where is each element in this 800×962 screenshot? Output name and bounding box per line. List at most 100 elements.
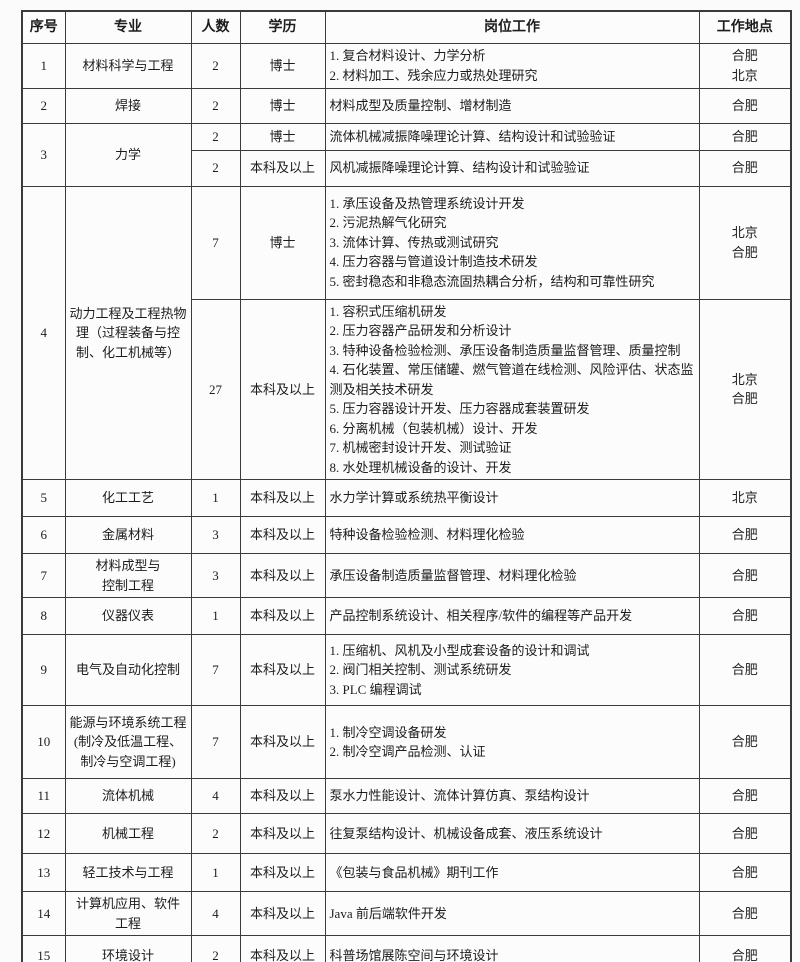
cell-no: 6 — [21, 516, 66, 554]
cell-location: 合肥 — [698, 516, 792, 554]
cell-degree: 本科及以上 — [239, 853, 326, 892]
cell-jobs: 特种设备检验检测、材料理化检验 — [324, 516, 700, 554]
cell-location: 北京 合肥 — [698, 185, 792, 300]
cell-count: 7 — [190, 185, 241, 300]
cell-degree: 本科及以上 — [239, 149, 326, 187]
cell-location: 合肥 — [698, 778, 792, 814]
header-count: 人数 — [190, 10, 241, 44]
table-row-3b: 2 本科及以上 风机减振降噪理论计算、结构设计和试验验证 合肥 — [22, 149, 792, 187]
cell-jobs: 1. 制冷空调设备研发 2. 制冷空调产品检测、认证 — [324, 705, 700, 779]
table-row-4a: 4 动力工程及工程热物理（过程装备与控制、化工机械等） 7 博士 1. 承压设备… — [21, 185, 792, 480]
cell-jobs: 产品控制系统设计、相关程序/软件的编程等产品开发 — [324, 597, 700, 635]
cell-major: 电气及自动化控制 — [64, 634, 192, 706]
cell-major: 机械工程 — [64, 813, 192, 854]
cell-location: 合肥 — [698, 813, 792, 854]
header-major: 专业 — [64, 10, 192, 44]
cell-jobs: 《包装与食品机械》期刊工作 — [324, 853, 700, 892]
cell-major: 动力工程及工程热物理（过程装备与控制、化工机械等） — [64, 185, 192, 480]
header-degree: 学历 — [239, 10, 326, 44]
cell-degree: 本科及以上 — [239, 516, 326, 554]
cell-jobs: 泵水力性能设计、流体计算仿真、泵结构设计 — [324, 778, 700, 814]
cell-no: 8 — [21, 597, 66, 635]
cell-jobs: 风机减振降噪理论计算、结构设计和试验验证 — [324, 149, 700, 187]
cell-jobs: 1. 复合材料设计、力学分析 2. 材料加工、残余应力或热处理研究 — [324, 42, 700, 89]
cell-count: 2 — [190, 42, 241, 89]
cell-count: 27 — [190, 298, 241, 480]
cell-no: 15 — [21, 935, 66, 962]
cell-degree: 本科及以上 — [239, 597, 326, 635]
cell-location: 北京 合肥 — [698, 298, 792, 480]
cell-major: 能源与环境系统工程(制冷及低温工程、制冷与空调工程) — [64, 705, 192, 779]
cell-degree: 本科及以上 — [239, 935, 326, 962]
cell-no: 12 — [21, 813, 66, 854]
cell-count: 2 — [190, 935, 241, 962]
cell-degree: 本科及以上 — [239, 553, 326, 598]
cell-no: 11 — [21, 778, 66, 814]
cell-no: 2 — [21, 87, 66, 124]
table-row-3a: 3 力学 2 博士 流体机械减振降噪理论计算、结构设计和试验验证 合肥 — [21, 122, 792, 187]
cell-location: 合肥 — [698, 122, 792, 151]
table-row-13: 13 轻工技术与工程 1 本科及以上 《包装与食品机械》期刊工作 合肥 — [21, 853, 792, 892]
cell-degree: 博士 — [239, 42, 326, 89]
cell-location: 合肥 北京 — [698, 42, 792, 89]
cell-count: 2 — [190, 122, 241, 151]
cell-major: 力学 — [64, 122, 192, 187]
table-row-7: 7 材料成型与 控制工程 3 本科及以上 承压设备制造质量监督管理、材料理化检验… — [21, 553, 792, 598]
cell-location: 合肥 — [698, 87, 792, 124]
recruitment-positions-table: 序号 专业 人数 学历 岗位工作 工作地点 1 材料科学与工程 2 博士 1. … — [21, 10, 792, 962]
cell-major: 环境设计 — [64, 935, 192, 962]
table-row-6: 6 金属材料 3 本科及以上 特种设备检验检测、材料理化检验 合肥 — [21, 516, 792, 554]
cell-jobs: 1. 容积式压缩机研发 2. 压力容器产品研发和分析设计 3. 特种设备检验检测… — [324, 298, 700, 480]
cell-location: 合肥 — [698, 935, 792, 962]
header-jobs: 岗位工作 — [324, 10, 700, 44]
cell-degree: 本科及以上 — [239, 479, 326, 517]
cell-count: 3 — [190, 553, 241, 598]
cell-jobs: 1. 压缩机、风机及小型成套设备的设计和调试 2. 阀门相关控制、测试系统研发 … — [324, 634, 700, 706]
cell-location: 合肥 — [698, 597, 792, 635]
cell-location: 北京 — [698, 479, 792, 517]
cell-no: 13 — [21, 853, 66, 892]
cell-jobs: 水力学计算或系统热平衡设计 — [324, 479, 700, 517]
cell-location: 合肥 — [698, 634, 792, 706]
cell-count: 2 — [190, 813, 241, 854]
cell-degree: 博士 — [239, 185, 326, 300]
cell-degree: 博士 — [239, 87, 326, 124]
cell-count: 7 — [190, 634, 241, 706]
cell-location: 合肥 — [698, 891, 792, 936]
cell-count: 1 — [190, 853, 241, 892]
table-row-8: 8 仪器仪表 1 本科及以上 产品控制系统设计、相关程序/软件的编程等产品开发 … — [21, 597, 792, 635]
cell-degree: 本科及以上 — [239, 634, 326, 706]
cell-location: 合肥 — [698, 149, 792, 187]
cell-location: 合肥 — [698, 853, 792, 892]
cell-jobs: 1. 承压设备及热管理系统设计开发 2. 污泥热解气化研究 3. 流体计算、传热… — [324, 185, 700, 300]
cell-no: 1 — [21, 42, 66, 89]
cell-count: 2 — [190, 87, 241, 124]
cell-location: 合肥 — [698, 553, 792, 598]
header-location: 工作地点 — [698, 10, 792, 44]
cell-count: 7 — [190, 705, 241, 779]
cell-major: 计算机应用、软件 工程 — [64, 891, 192, 936]
cell-degree: 本科及以上 — [239, 298, 326, 480]
header-no: 序号 — [21, 10, 66, 44]
cell-no: 9 — [21, 634, 66, 706]
cell-no: 10 — [21, 705, 66, 779]
cell-count: 4 — [190, 778, 241, 814]
cell-major: 轻工技术与工程 — [64, 853, 192, 892]
cell-degree: 本科及以上 — [239, 891, 326, 936]
cell-major: 焊接 — [64, 87, 192, 124]
cell-count: 2 — [190, 149, 241, 187]
cell-jobs: 往复泵结构设计、机械设备成套、液压系统设计 — [324, 813, 700, 854]
cell-count: 4 — [190, 891, 241, 936]
table-row-5: 5 化工工艺 1 本科及以上 水力学计算或系统热平衡设计 北京 — [21, 479, 792, 517]
cell-no: 4 — [21, 185, 66, 480]
cell-count: 1 — [190, 479, 241, 517]
table-row-4b: 27 本科及以上 1. 容积式压缩机研发 2. 压力容器产品研发和分析设计 3.… — [22, 298, 792, 480]
table-row-15: 15 环境设计 2 本科及以上 科普场馆展陈空间与环境设计 合肥 — [21, 935, 792, 962]
table-row-14: 14 计算机应用、软件 工程 4 本科及以上 Java 前后端软件开发 合肥 — [21, 891, 792, 936]
cell-no: 3 — [21, 122, 66, 187]
header-row: 序号 专业 人数 学历 岗位工作 工作地点 — [21, 10, 792, 44]
table-row-12: 12 机械工程 2 本科及以上 往复泵结构设计、机械设备成套、液压系统设计 合肥 — [21, 813, 792, 854]
table-row-2: 2 焊接 2 博士 材料成型及质量控制、增材制造 合肥 — [21, 87, 792, 124]
cell-jobs: 科普场馆展陈空间与环境设计 — [324, 935, 700, 962]
